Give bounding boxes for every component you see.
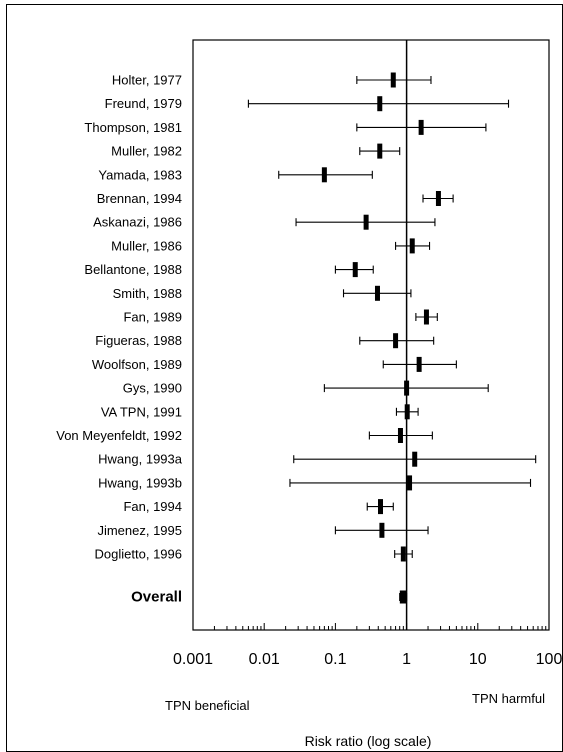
study-row: Muller, 1982	[111, 143, 401, 159]
study-row: VA TPN, 1991	[101, 404, 419, 420]
study-label: Fan, 1989	[123, 310, 182, 325]
point-estimate-marker	[393, 333, 399, 349]
point-estimate-marker	[435, 191, 441, 206]
study-row: Hwang, 1993b	[98, 475, 532, 491]
study-row: Brennan, 1994	[97, 191, 454, 206]
point-estimate-marker	[374, 285, 380, 301]
outer-frame	[6, 4, 563, 752]
point-estimate-marker	[377, 96, 383, 112]
point-estimate-marker	[321, 167, 327, 183]
right-annotation: TPN harmful	[472, 691, 545, 706]
point-estimate-marker	[412, 451, 418, 467]
study-label: Figueras, 1988	[95, 333, 182, 348]
study-row: Bellantone, 1988	[84, 262, 374, 278]
x-tick-label: 0.001	[173, 651, 213, 668]
point-estimate-marker	[379, 522, 385, 538]
study-label: Smith, 1988	[113, 286, 182, 301]
study-label: Hwang, 1993b	[98, 475, 182, 490]
study-label: Thompson, 1981	[84, 120, 182, 135]
x-tick-label: 0.1	[324, 651, 346, 668]
study-label: Muller, 1986	[111, 238, 182, 253]
x-axis-label: Risk ratio (log scale)	[305, 733, 432, 749]
point-estimate-marker	[378, 499, 384, 515]
study-row: Fan, 1989	[123, 309, 438, 325]
study-row: Woolfson, 1989	[92, 356, 457, 372]
point-estimate-marker	[418, 119, 424, 135]
study-row: Holter, 1977	[112, 72, 432, 88]
overall-estimate-marker	[399, 590, 407, 604]
study-row: Hwang, 1993a	[98, 451, 537, 467]
study-label: VA TPN, 1991	[101, 404, 182, 419]
study-row: Figueras, 1988	[95, 333, 435, 349]
point-estimate-marker	[390, 72, 396, 88]
study-row: Freund, 1979	[105, 96, 510, 112]
study-row: Jimenez, 1995	[97, 522, 429, 538]
point-estimate-marker	[352, 262, 358, 278]
study-label: Bellantone, 1988	[84, 262, 182, 277]
x-tick-label: 1	[402, 651, 411, 668]
study-label: Holter, 1977	[112, 73, 182, 88]
plot-area-frame	[192, 39, 550, 631]
study-row: Thompson, 1981	[84, 119, 487, 135]
point-estimate-marker	[377, 143, 383, 159]
study-label: Askanazi, 1986	[93, 215, 182, 230]
study-label: Yamada, 1983	[98, 167, 182, 182]
study-row: Doglietto, 1996	[95, 546, 413, 562]
point-estimate-marker	[397, 428, 403, 443]
study-row: Von Meyenfeldt, 1992	[56, 428, 433, 443]
study-label: Doglietto, 1996	[95, 547, 182, 562]
point-estimate-marker	[407, 475, 413, 491]
study-label: Jimenez, 1995	[97, 523, 182, 538]
study-label: Freund, 1979	[105, 96, 182, 111]
study-label: Hwang, 1993a	[98, 452, 183, 467]
study-row: Fan, 1994	[123, 499, 394, 515]
x-tick-label: 0.01	[249, 651, 280, 668]
study-label: Gys, 1990	[123, 381, 182, 396]
point-estimate-marker	[423, 309, 429, 325]
x-tick-label: 100	[536, 651, 563, 668]
x-tick-label: 10	[469, 651, 487, 668]
left-annotation: TPN beneficial	[165, 698, 250, 713]
study-label: Muller, 1982	[111, 144, 182, 159]
study-label: Brennan, 1994	[97, 191, 182, 206]
study-label: Fan, 1994	[123, 499, 182, 514]
study-row: Gys, 1990	[123, 380, 489, 396]
point-estimate-marker	[400, 546, 406, 562]
study-row: Askanazi, 1986	[93, 214, 436, 230]
study-row: Smith, 1988	[113, 285, 412, 301]
study-label: Woolfson, 1989	[92, 357, 182, 372]
point-estimate-marker	[363, 214, 369, 230]
overall-label: Overall	[131, 589, 182, 606]
study-row: Muller, 1986	[111, 238, 431, 254]
point-estimate-marker	[409, 238, 415, 254]
overall-row: Overall	[131, 589, 408, 606]
point-estimate-marker	[416, 356, 422, 372]
study-row: Yamada, 1983	[98, 167, 373, 183]
study-label: Von Meyenfeldt, 1992	[56, 428, 182, 443]
